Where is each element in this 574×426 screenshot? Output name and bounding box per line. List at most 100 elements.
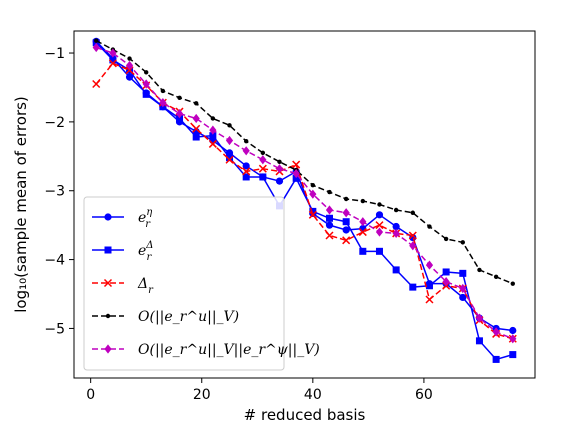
- legend-item: eη r: [92, 207, 152, 230]
- data-point: [226, 154, 234, 162]
- data-point: [360, 198, 366, 204]
- data-point: [425, 282, 433, 290]
- data-point: [343, 196, 349, 202]
- data-point: [142, 79, 150, 89]
- data-point: [92, 79, 101, 89]
- legend: eη reΔ rΔrO(||e_r^u||_V)O(||e_r^u||_V||e_r…: [83, 196, 320, 371]
- data-point: [92, 42, 100, 53]
- data-point: [94, 38, 99, 43]
- data-point: [393, 207, 399, 213]
- legend-marker: [103, 278, 113, 288]
- legend-label: O(||e_r^u||_V): [138, 309, 239, 325]
- data-point: [375, 247, 383, 255]
- data-point: [459, 283, 467, 294]
- data-point: [425, 260, 434, 270]
- data-point: [208, 139, 217, 148]
- data-point: [375, 211, 384, 219]
- data-point: [325, 221, 334, 229]
- data-point: [510, 281, 515, 286]
- data-point: [410, 210, 416, 215]
- data-point: [425, 295, 434, 304]
- data-point: [392, 222, 400, 231]
- data-point: [475, 313, 484, 323]
- legend-item: eΔ r: [92, 240, 154, 263]
- data-point: [227, 123, 232, 128]
- legend-marker: [105, 313, 111, 319]
- data-point: [492, 355, 500, 363]
- data-point: [176, 114, 184, 122]
- data-point: [442, 277, 450, 287]
- data-point: [259, 155, 267, 165]
- data-point: [443, 236, 449, 242]
- data-point: [308, 210, 317, 219]
- series-3: [94, 38, 515, 286]
- data-point: [359, 247, 367, 255]
- data-point: [175, 109, 184, 119]
- data-point: [225, 135, 234, 146]
- ticks-layer: 0 20 40 60 −1 −2 −3 −4 −5: [44, 46, 432, 403]
- data-point: [160, 88, 166, 94]
- data-point: [108, 59, 117, 68]
- data-point: [142, 90, 150, 98]
- data-point: [242, 162, 250, 170]
- legend-label: O(||e_r^u||_V||e_r^ψ||_V): [138, 342, 320, 358]
- data-point: [509, 334, 517, 344]
- series-line: [95, 46, 514, 340]
- data-point: [275, 177, 284, 185]
- x-axis-label: # reduced basis: [244, 406, 366, 424]
- data-point: [375, 221, 384, 230]
- legend-marker: [104, 344, 112, 354]
- data-point: [127, 56, 132, 61]
- data-point: [292, 168, 300, 179]
- data-point: [259, 173, 267, 181]
- data-point: [375, 227, 384, 237]
- legend-marker: [104, 213, 112, 221]
- data-point: [309, 207, 317, 215]
- data-point: [193, 101, 199, 106]
- data-point: [359, 217, 367, 227]
- y-tick-label: −3: [44, 184, 65, 200]
- data-point: [159, 98, 167, 108]
- data-point: [392, 228, 400, 239]
- y-tick-label: −2: [44, 115, 65, 131]
- data-point: [327, 189, 332, 195]
- data-point: [408, 231, 417, 240]
- data-point: [475, 337, 483, 345]
- x-tick-label: 0: [86, 387, 95, 403]
- data-point: [192, 113, 200, 124]
- legend-label: eη r: [138, 207, 152, 230]
- x-tick-label: 40: [304, 387, 322, 403]
- data-point: [242, 146, 250, 156]
- data-point: [342, 236, 351, 245]
- data-point: [342, 208, 350, 218]
- data-point: [392, 266, 400, 274]
- data-point: [509, 351, 517, 359]
- data-point: [427, 224, 432, 229]
- data-point: [177, 95, 182, 100]
- data-point: [310, 183, 316, 188]
- data-point: [292, 160, 301, 169]
- data-point: [209, 132, 217, 140]
- data-point: [477, 267, 482, 273]
- data-point: [144, 70, 149, 75]
- data-point: [459, 269, 467, 277]
- data-point: [192, 124, 201, 133]
- data-point: [243, 138, 249, 144]
- data-point: [109, 48, 117, 58]
- data-point: [358, 228, 367, 237]
- data-point: [492, 327, 500, 337]
- data-point: [109, 56, 117, 64]
- legend-marker: [104, 246, 112, 254]
- series-4: [92, 42, 517, 344]
- legend-label: eΔ r: [138, 240, 154, 263]
- data-point: [377, 202, 382, 207]
- data-point: [459, 293, 467, 302]
- data-point: [258, 164, 267, 173]
- legend-item: O(||e_r^u||_V||e_r^ψ||_V): [92, 342, 320, 358]
- legend-item: O(||e_r^u||_V): [92, 309, 239, 325]
- data-point: [277, 159, 282, 165]
- data-point: [242, 173, 250, 181]
- data-point: [442, 268, 450, 276]
- data-point: [493, 274, 499, 279]
